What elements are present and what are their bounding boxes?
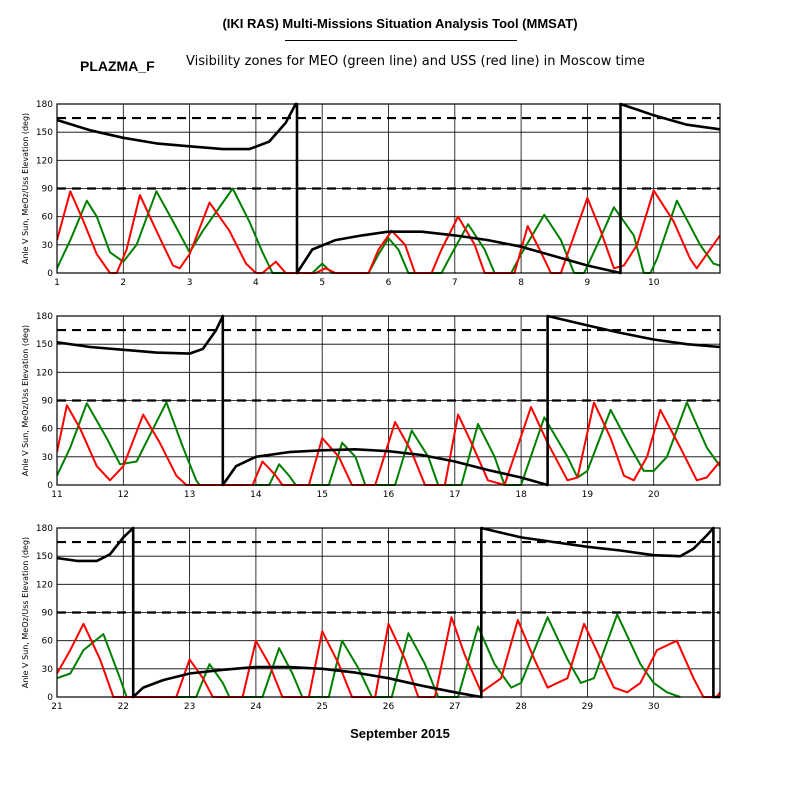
x-tick-label: 15 bbox=[316, 490, 327, 500]
page-title: (IKI RAS) Multi-Missions Situation Analy… bbox=[222, 16, 578, 31]
x-tick-label: 27 bbox=[449, 702, 460, 712]
y-tick-label: 60 bbox=[42, 637, 54, 647]
x-tick-label: 21 bbox=[51, 702, 62, 712]
plot-frame bbox=[56, 527, 721, 698]
y-tick-label: 90 bbox=[42, 397, 54, 407]
y-tick-label: 0 bbox=[47, 481, 53, 491]
x-tick-label: 24 bbox=[250, 702, 262, 712]
y-tick-label: 0 bbox=[47, 269, 53, 279]
y-tick-label: 0 bbox=[47, 693, 53, 703]
y-tick-label: 60 bbox=[42, 213, 54, 223]
x-tick-label: 14 bbox=[250, 490, 262, 500]
x-tick-label: 3 bbox=[187, 278, 193, 288]
y-tick-label: 180 bbox=[36, 100, 53, 110]
series-line-uss bbox=[57, 401, 720, 486]
title-underline bbox=[285, 40, 517, 41]
x-tick-label: 28 bbox=[515, 702, 527, 712]
x-tick-label: 10 bbox=[648, 278, 660, 288]
y-tick-label: 150 bbox=[36, 128, 53, 138]
x-tick-label: 9 bbox=[585, 278, 591, 288]
y-tick-label: 90 bbox=[42, 185, 54, 195]
y-tick-label: 180 bbox=[36, 524, 53, 534]
plot-frame bbox=[56, 315, 721, 486]
x-tick-label: 19 bbox=[582, 490, 594, 500]
x-tick-label: 1 bbox=[54, 278, 60, 288]
y-tick-label: 150 bbox=[36, 552, 53, 562]
mission-tag: PLAZMA_F bbox=[80, 58, 155, 74]
y-tick-label: 150 bbox=[36, 340, 53, 350]
x-tick-label: 25 bbox=[316, 702, 327, 712]
x-tick-label: 17 bbox=[449, 490, 460, 500]
plot-frame bbox=[56, 103, 721, 274]
y-tick-label: 30 bbox=[42, 241, 54, 251]
y-tick-label: 180 bbox=[36, 312, 53, 322]
x-tick-label: 11 bbox=[51, 490, 62, 500]
x-tick-label: 2 bbox=[120, 278, 126, 288]
x-tick-label: 13 bbox=[184, 490, 195, 500]
month-label: September 2015 bbox=[350, 726, 450, 741]
y-tick-label: 90 bbox=[42, 609, 54, 619]
series-line-meo bbox=[57, 401, 720, 486]
y-tick-label: 120 bbox=[36, 368, 53, 378]
series-line-sun-angle bbox=[57, 314, 720, 487]
x-tick-label: 30 bbox=[648, 702, 660, 712]
x-tick-label: 6 bbox=[386, 278, 392, 288]
x-tick-label: 22 bbox=[118, 702, 129, 712]
x-tick-label: 26 bbox=[383, 702, 395, 712]
y-tick-label: 60 bbox=[42, 425, 54, 435]
x-tick-label: 7 bbox=[452, 278, 458, 288]
chart-subtitle: Visibility zones for MEO (green line) an… bbox=[186, 54, 645, 69]
x-tick-label: 29 bbox=[582, 702, 594, 712]
y-axis-label: Anle V Sun, MeOz/Uss Elevation (deg) bbox=[21, 325, 30, 476]
series-line-sun-angle bbox=[57, 102, 720, 275]
series-line-meo bbox=[57, 187, 720, 274]
x-tick-label: 12 bbox=[118, 490, 129, 500]
x-tick-label: 23 bbox=[184, 702, 195, 712]
x-tick-label: 20 bbox=[648, 490, 660, 500]
x-tick-label: 5 bbox=[319, 278, 325, 288]
x-tick-label: 4 bbox=[253, 278, 259, 288]
x-tick-label: 8 bbox=[518, 278, 524, 288]
y-axis-label: Anle V Sun, MeOz/Uss Elevation (deg) bbox=[21, 113, 30, 264]
y-tick-label: 120 bbox=[36, 580, 53, 590]
y-tick-label: 30 bbox=[42, 665, 54, 675]
y-tick-label: 30 bbox=[42, 453, 54, 463]
x-tick-label: 16 bbox=[383, 490, 395, 500]
x-tick-label: 18 bbox=[515, 490, 527, 500]
y-tick-label: 120 bbox=[36, 156, 53, 166]
y-axis-label: Anle V Sun, MeOz/Uss Elevation (deg) bbox=[21, 537, 30, 688]
